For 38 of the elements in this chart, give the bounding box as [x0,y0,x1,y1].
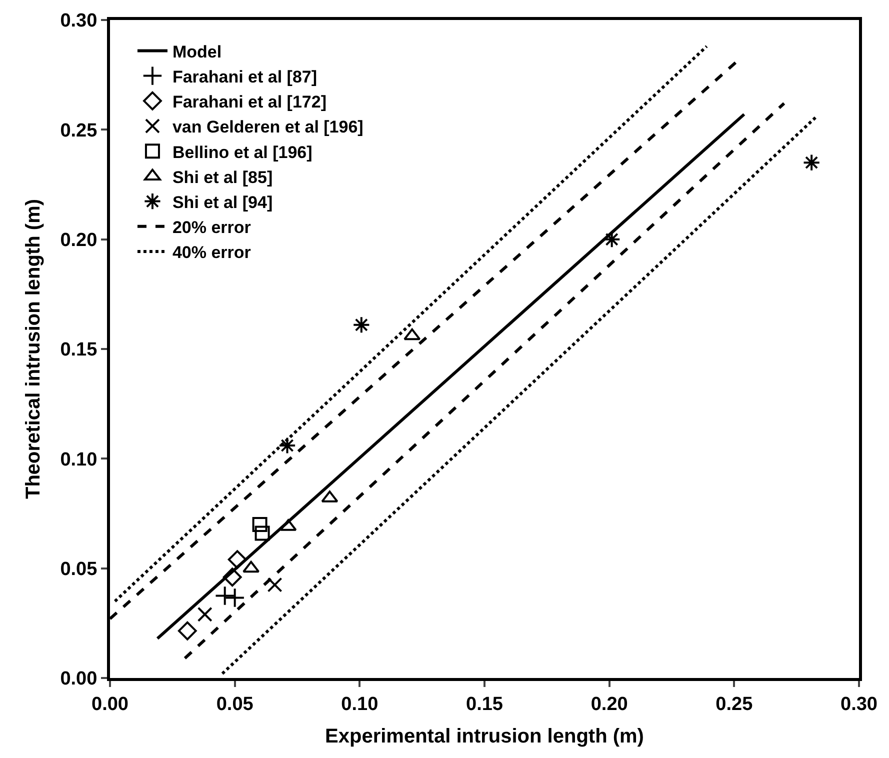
point [802,154,820,172]
x-tick-label: 0.15 [466,694,504,715]
x-tick-label: 0.05 [216,694,254,715]
legend-label: Farahani et al [172] [172,92,326,112]
y-tick-label: 0.20 [60,230,98,251]
legend-label: Bellino et al [196] [172,142,312,162]
legend-label: 40% error [172,243,252,262]
y-tick-label: 0.30 [60,10,98,32]
legend-label: Model [172,42,222,62]
legend-label: van Gelderen et al [196] [172,118,364,137]
point [352,316,370,334]
point [214,586,235,606]
x-axis-title: Experimental intrusion length (m) [325,725,644,748]
legend-label: Shi et al [85] [172,168,273,187]
point [228,550,247,570]
point [603,230,621,248]
y-tick-label: 0.25 [60,120,98,142]
x-tick-label: 0.30 [840,694,878,715]
point [224,588,245,608]
point [178,621,197,640]
y-tick-label: 0.15 [60,340,98,361]
x-tick-label: 0.20 [590,694,628,715]
point [254,526,270,541]
legend-label: Farahani et al [87] [172,67,318,86]
x-tick-label: 0.25 [716,694,754,715]
point [222,568,242,587]
point [278,436,296,454]
y-tick-label: 0.00 [60,668,98,690]
y-tick-label: 0.05 [60,558,98,580]
point [197,606,212,622]
point [267,577,282,592]
y-axis-title: Theoretical intrusion length (m) [22,198,45,500]
point [252,516,268,532]
legend-label: 20% error [172,218,252,238]
y-tick-label: 0.10 [60,449,98,470]
x-tick-label: 0.00 [92,694,128,715]
legend-label: Shi et al [94] [172,192,273,212]
x-tick-label: 0.10 [341,694,378,715]
